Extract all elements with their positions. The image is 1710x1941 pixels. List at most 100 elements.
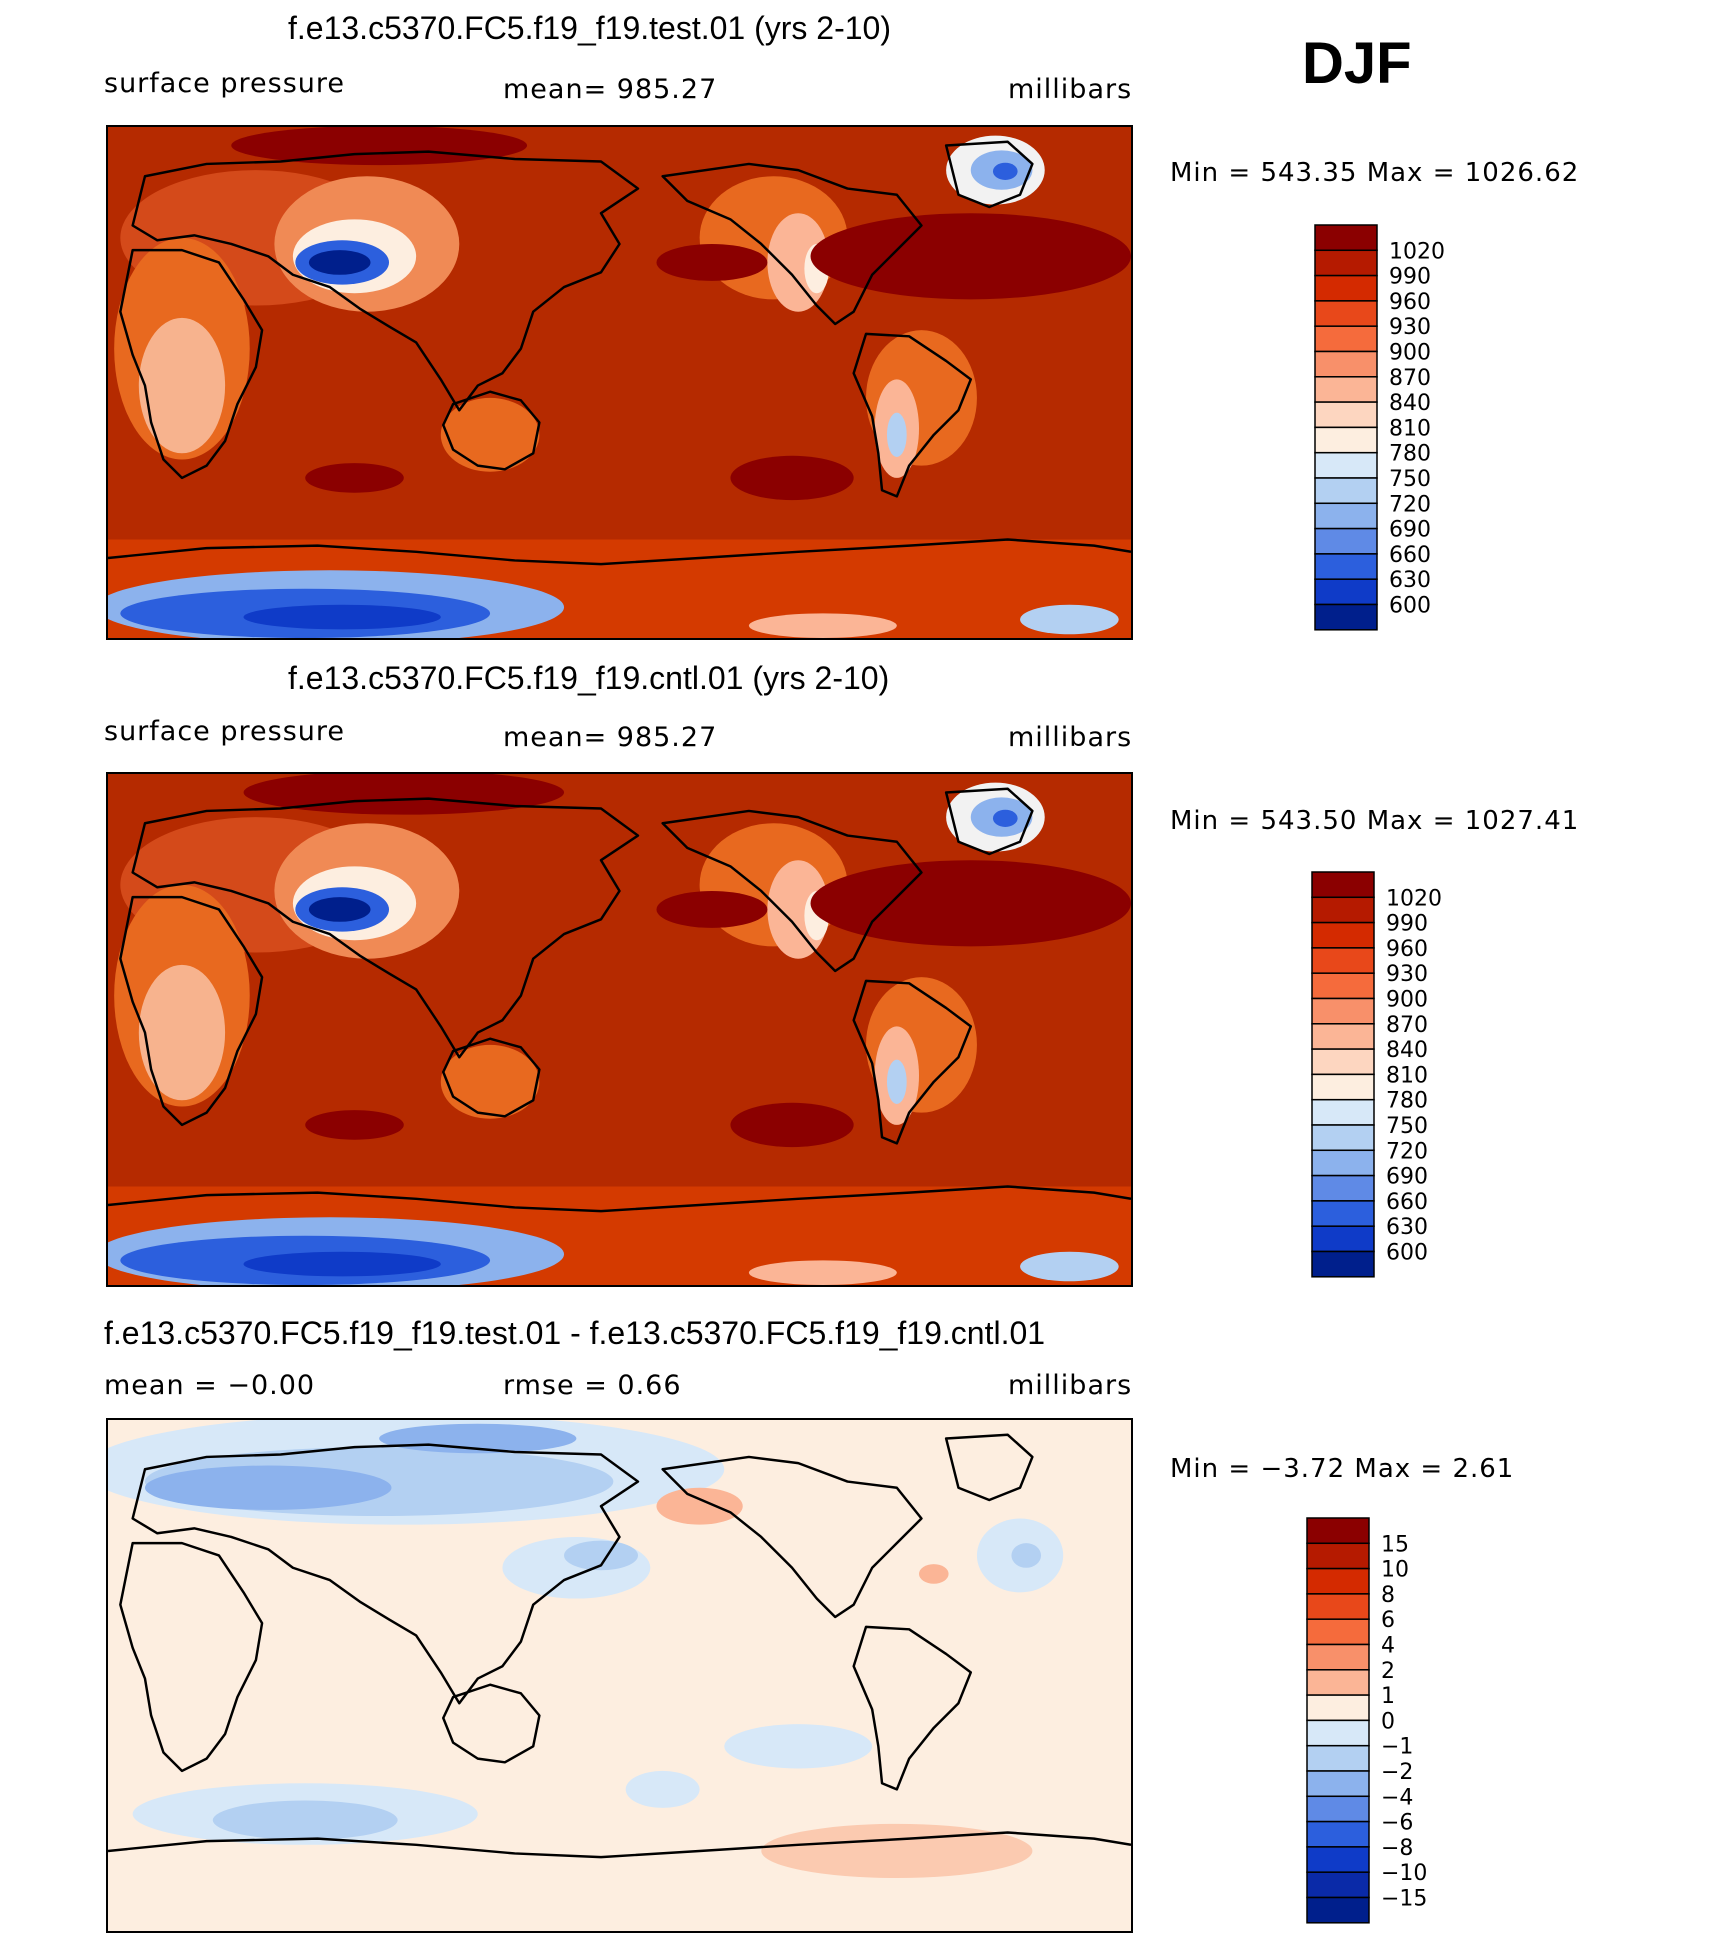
colorbar-swatch <box>1306 1643 1370 1671</box>
colorbar-tick-label: 4 <box>1381 1634 1395 1659</box>
panel-3-mean-label: mean = −0.00 <box>104 1370 316 1401</box>
colorbar-swatch <box>1311 997 1375 1025</box>
colorbar-tick-label: 810 <box>1386 1063 1428 1088</box>
panel-3-rmse-label: rmse = 0.66 <box>503 1370 682 1401</box>
panel-2-map <box>106 772 1133 1287</box>
colorbar-tick-label: 720 <box>1389 492 1431 517</box>
panel-1-minmax: Min = 543.35 Max = 1026.62 <box>1170 158 1580 188</box>
colorbar-swatch <box>1306 1719 1370 1747</box>
colorbar-tick-label: −10 <box>1381 1861 1427 1886</box>
colorbar-tick-label: 630 <box>1386 1215 1428 1240</box>
colorbar-swatch <box>1314 578 1378 606</box>
colorbar-swatch <box>1311 1149 1375 1177</box>
colorbar-tick-label: 1 <box>1381 1684 1395 1709</box>
colorbar-tick-label: 810 <box>1389 416 1431 441</box>
colorbar-tick-label: 960 <box>1389 290 1431 315</box>
colorbar-swatch <box>1311 871 1375 899</box>
colorbar-tick-label: 900 <box>1386 988 1428 1013</box>
colorbar-tick-label: 720 <box>1386 1139 1428 1164</box>
colorbar-swatch <box>1314 603 1378 631</box>
panel-1-colorbar: 1020 990 960 930 900 870 840 810 780 750 720 690 660… <box>1314 224 1475 635</box>
colorbar-swatch <box>1311 1023 1375 1050</box>
colorbar-swatch <box>1306 1593 1370 1620</box>
colorbar-tick-label: 840 <box>1389 391 1431 416</box>
panel-2-minmax: Min = 543.50 Max = 1027.41 <box>1170 806 1580 836</box>
colorbar-swatch <box>1314 451 1378 479</box>
colorbar-tick-label: 630 <box>1389 568 1431 593</box>
colorbar-tick-label: 870 <box>1389 366 1431 391</box>
colorbar-swatch <box>1306 1896 1370 1924</box>
colorbar-swatch <box>1311 1200 1375 1227</box>
colorbar-swatch <box>1306 1567 1370 1595</box>
colorbar-tick-label: 870 <box>1386 1013 1428 1038</box>
colorbar-swatch <box>1306 1744 1370 1772</box>
panel-1-title: f.e13.c5370.FC5.f19_f19.test.01 (yrs 2-1… <box>288 10 891 46</box>
panel-3-map <box>106 1418 1133 1933</box>
colorbar-tick-label: 1020 <box>1386 886 1442 911</box>
colorbar-tick-label: 10 <box>1381 1558 1409 1583</box>
panel-3-colorbar: 15 10 8 6 4 2 1 0 −1 −2 −4 −6 −8 −10 −15 <box>1306 1517 1467 1928</box>
panel-2-colorbar: 1020 990 960 930 900 870 840 810 780 750 720 690 660… <box>1311 871 1472 1282</box>
colorbar-swatch <box>1311 1073 1375 1101</box>
panel-1-map <box>106 125 1133 640</box>
colorbar-tick-label: 990 <box>1386 912 1428 937</box>
colorbar-tick-label: −8 <box>1381 1836 1413 1861</box>
colorbar-tick-label: 840 <box>1386 1038 1428 1063</box>
colorbar-swatch <box>1306 1871 1370 1899</box>
colorbar-swatch <box>1306 1694 1370 1722</box>
panel-1-colorbar-svg: 1020990960930900870840810780750720690660… <box>1314 224 1445 631</box>
colorbar-tick-label: 600 <box>1389 594 1431 619</box>
colorbar-swatch <box>1306 1542 1370 1570</box>
season-label: DJF <box>1302 31 1412 96</box>
colorbar-swatch <box>1306 1795 1370 1823</box>
colorbar-swatch <box>1314 224 1378 252</box>
colorbar-swatch <box>1314 527 1378 555</box>
colorbar-tick-label: 930 <box>1389 315 1431 340</box>
colorbar-tick-label: −1 <box>1381 1735 1413 1760</box>
colorbar-tick-label: 15 <box>1381 1532 1409 1557</box>
colorbar-swatch <box>1306 1770 1370 1798</box>
colorbar-swatch <box>1314 350 1378 378</box>
colorbar-tick-label: 8 <box>1381 1583 1395 1608</box>
colorbar-swatch <box>1314 325 1378 353</box>
colorbar-swatch <box>1314 426 1378 454</box>
colorbar-swatch <box>1306 1618 1370 1646</box>
colorbar-tick-label: 750 <box>1389 467 1431 492</box>
colorbar-swatch <box>1306 1669 1370 1696</box>
colorbar-swatch <box>1314 553 1378 580</box>
colorbar-tick-label: 0 <box>1381 1709 1395 1734</box>
colorbar-swatch <box>1311 896 1375 924</box>
colorbar-swatch <box>1311 1174 1375 1202</box>
colorbar-tick-label: 750 <box>1386 1114 1428 1139</box>
colorbar-swatch <box>1314 274 1378 302</box>
colorbar-swatch <box>1311 1124 1375 1152</box>
panel-1-units-label: millibars <box>1008 74 1133 105</box>
colorbar-swatch <box>1306 1820 1370 1848</box>
colorbar-tick-label: 960 <box>1386 937 1428 962</box>
panel-2-title: f.e13.c5370.FC5.f19_f19.cntl.01 (yrs 2-1… <box>288 660 890 696</box>
colorbar-tick-label: 690 <box>1386 1165 1428 1190</box>
colorbar-swatch <box>1311 947 1375 974</box>
colorbar-tick-label: −2 <box>1381 1760 1413 1785</box>
panel-2-variable-label: surface pressure <box>104 716 345 747</box>
colorbar-tick-label: −6 <box>1381 1811 1413 1836</box>
panel-2-units-label: millibars <box>1008 722 1133 753</box>
colorbar-swatch <box>1314 300 1378 327</box>
colorbar-tick-label: −4 <box>1381 1785 1413 1810</box>
colorbar-swatch <box>1314 376 1378 403</box>
panel-3-title: f.e13.c5370.FC5.f19_f19.test.01 - f.e13.… <box>104 1315 1046 1351</box>
colorbar-tick-label: 1020 <box>1389 239 1445 264</box>
colorbar-swatch <box>1314 401 1378 429</box>
panel-2-mean-label: mean= 985.27 <box>503 722 718 753</box>
colorbar-tick-label: 930 <box>1386 962 1428 987</box>
panel-1-mean-label: mean= 985.27 <box>503 74 718 105</box>
colorbar-tick-label: 990 <box>1389 265 1431 290</box>
colorbar-swatch <box>1314 477 1378 505</box>
colorbar-tick-label: 6 <box>1381 1608 1395 1633</box>
colorbar-swatch <box>1306 1846 1370 1873</box>
colorbar-swatch <box>1311 972 1375 1000</box>
colorbar-tick-label: 600 <box>1386 1241 1428 1266</box>
colorbar-swatch <box>1311 1048 1375 1076</box>
colorbar-swatch <box>1311 921 1375 949</box>
colorbar-swatch <box>1306 1517 1370 1545</box>
